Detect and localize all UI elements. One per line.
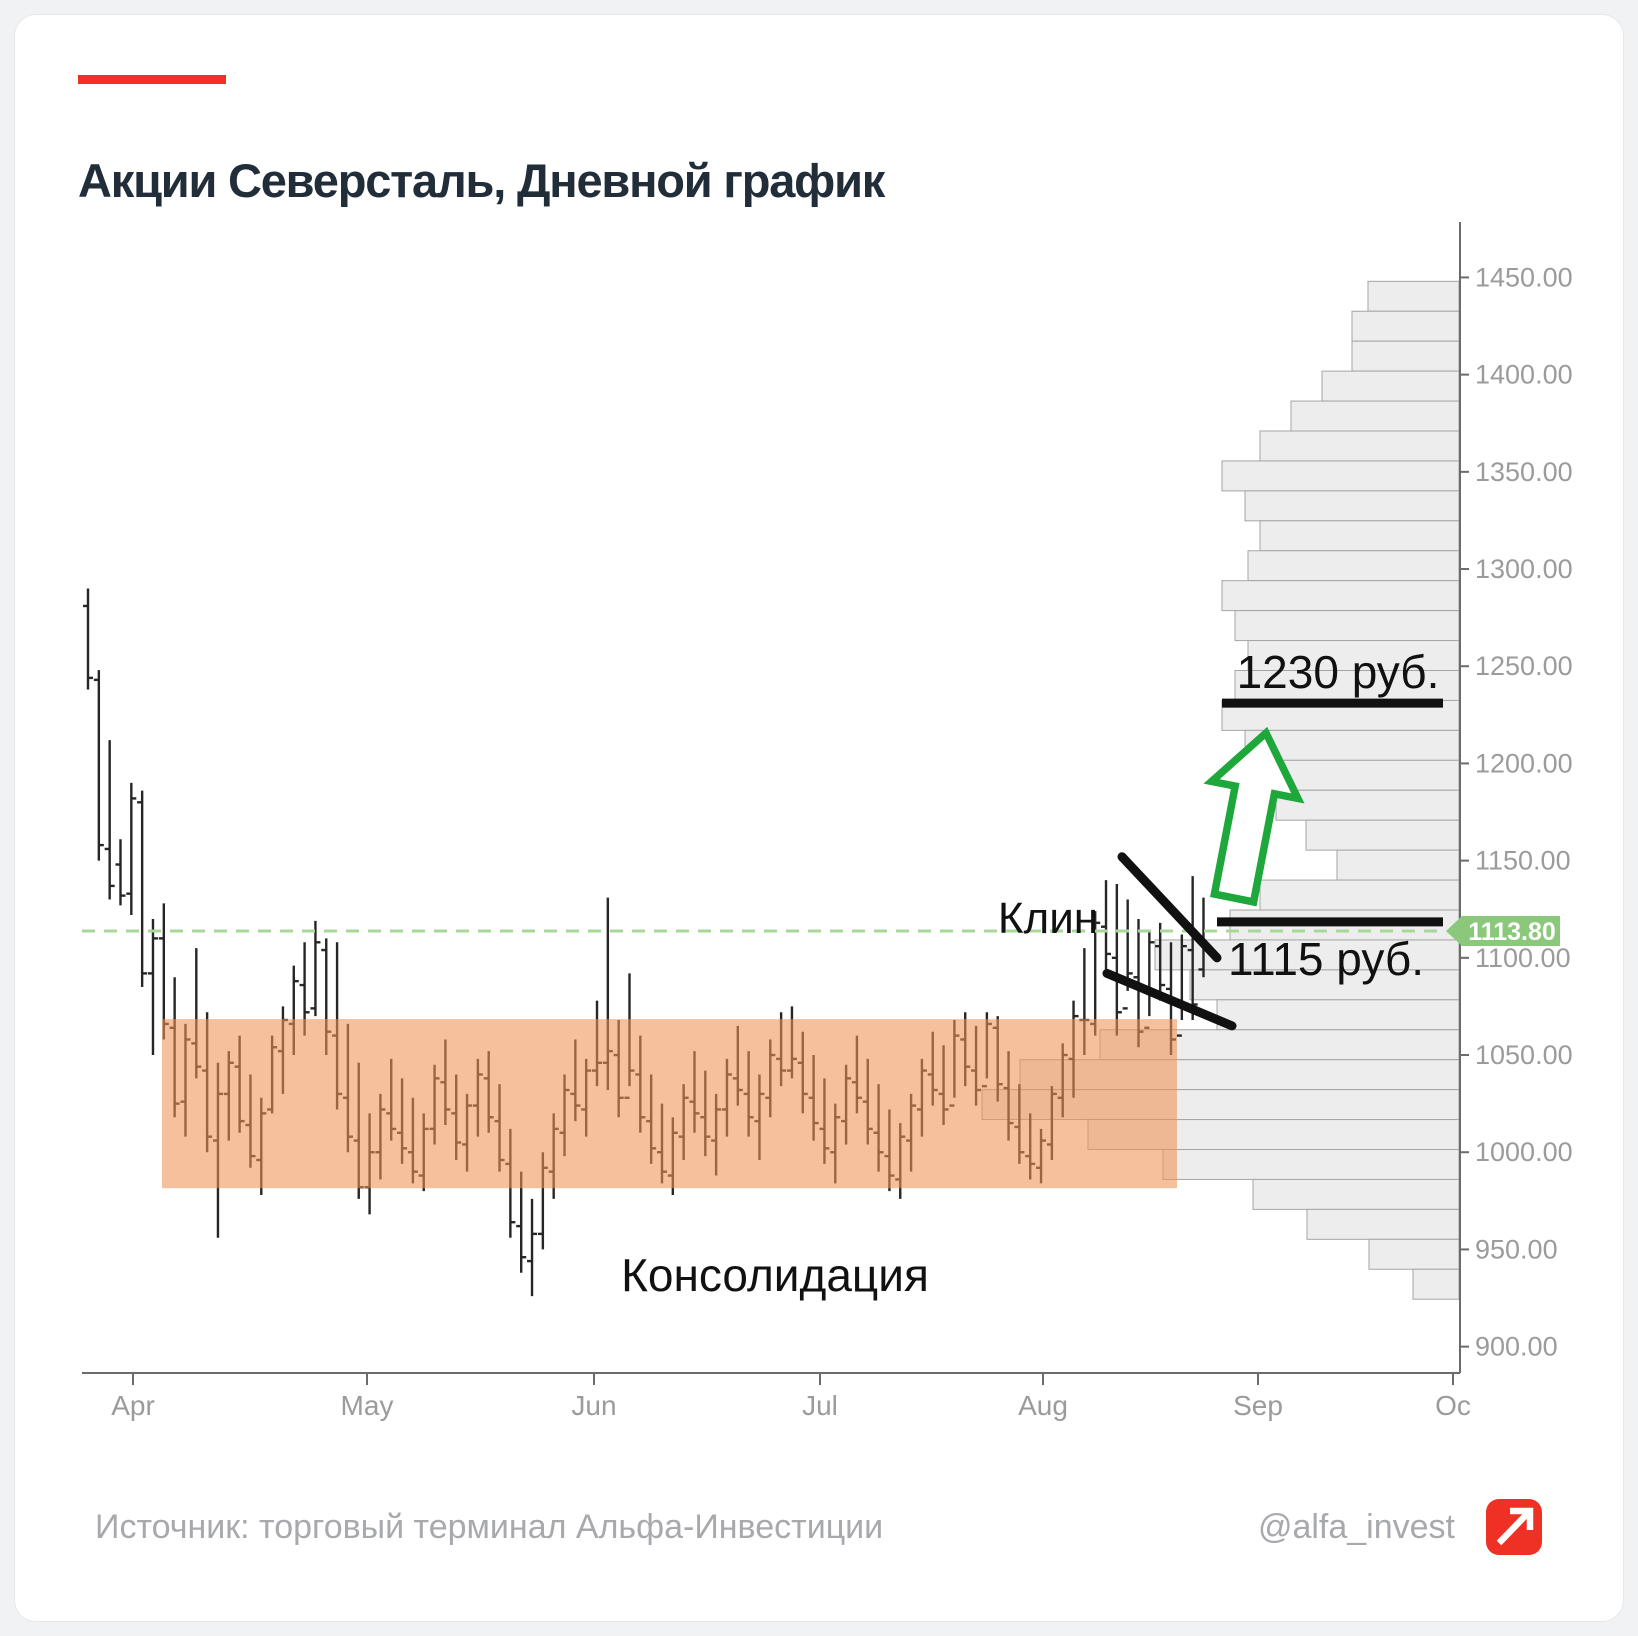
- svg-text:1350.00: 1350.00: [1475, 457, 1573, 487]
- svg-text:Apr: Apr: [111, 1390, 155, 1421]
- current-price-line: 1113.80: [82, 916, 1560, 946]
- svg-text:Jun: Jun: [571, 1390, 616, 1421]
- svg-text:1000.00: 1000.00: [1475, 1137, 1573, 1167]
- consolidation-zone: Консолидация: [162, 1019, 1177, 1301]
- svg-text:1115 руб.: 1115 руб.: [1228, 933, 1424, 985]
- svg-text:1450.00: 1450.00: [1475, 262, 1573, 292]
- svg-text:Jul: Jul: [802, 1390, 838, 1421]
- svg-text:Консолидация: Консолидация: [621, 1249, 929, 1301]
- source-note: Источник: торговый терминал Альфа-Инвест…: [95, 1508, 884, 1546]
- breakout-arrow: [1203, 726, 1305, 907]
- svg-text:1230 руб.: 1230 руб.: [1237, 646, 1440, 698]
- svg-text:950.00: 950.00: [1475, 1234, 1558, 1264]
- svg-text:May: May: [341, 1390, 394, 1421]
- svg-text:Клин: Клин: [998, 894, 1098, 943]
- accent-bar: [78, 75, 226, 84]
- svg-text:Oc: Oc: [1435, 1390, 1471, 1421]
- svg-text:1250.00: 1250.00: [1475, 651, 1573, 681]
- target-levels: 1230 руб. 1115 руб.: [1217, 646, 1443, 985]
- svg-text:Sep: Sep: [1233, 1390, 1283, 1421]
- svg-text:1300.00: 1300.00: [1475, 554, 1573, 584]
- page-title: Акции Северсталь, Дневной график: [78, 154, 885, 208]
- svg-text:900.00: 900.00: [1475, 1332, 1558, 1362]
- svg-text:1400.00: 1400.00: [1475, 360, 1573, 390]
- svg-text:1050.00: 1050.00: [1475, 1040, 1573, 1070]
- price-badge: [1446, 916, 1560, 946]
- svg-text:1200.00: 1200.00: [1475, 748, 1573, 778]
- axes: 1450.00 1400.00 1350.00 1300.00 1250.00 1200.…: [82, 222, 1573, 1421]
- svg-text:1150.00: 1150.00: [1475, 846, 1571, 876]
- wedge-annotation: Клин: [998, 852, 1237, 1031]
- svg-text:1100.00: 1100.00: [1475, 943, 1571, 973]
- svg-text:Aug: Aug: [1018, 1390, 1068, 1421]
- social-handle: @alfa_invest: [1257, 1508, 1455, 1546]
- svg-text:1113.80: 1113.80: [1468, 918, 1556, 946]
- alfa-invest-logo-icon: [1486, 1499, 1542, 1555]
